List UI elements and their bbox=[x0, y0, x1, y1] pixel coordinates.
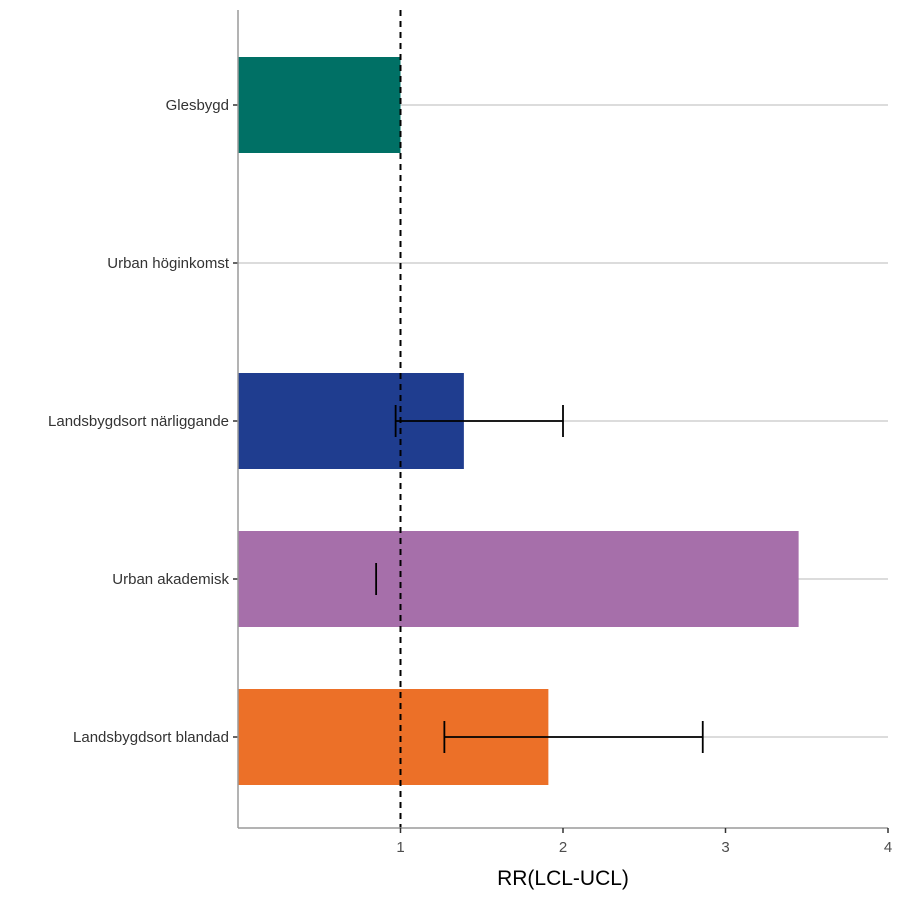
x-axis-title: RR(LCL-UCL) bbox=[497, 867, 629, 890]
category-label: Glesbygd bbox=[166, 97, 229, 114]
bar bbox=[238, 531, 799, 627]
x-tick-label: 3 bbox=[721, 839, 729, 856]
bar bbox=[238, 57, 401, 153]
error-bars bbox=[375, 405, 704, 753]
x-tick-label: 4 bbox=[884, 839, 892, 856]
category-labels: Glesbygd Urban höginkomst Landsbygdsort nä… bbox=[48, 97, 230, 746]
x-tick-label: 1 bbox=[396, 839, 404, 856]
category-label: Landsbygdsort närliggande bbox=[48, 413, 229, 430]
axes bbox=[233, 10, 889, 833]
x-tick-labels: 1 2 3 4 bbox=[396, 839, 892, 856]
category-label: Landsbygdsort blandad bbox=[73, 729, 229, 746]
category-label: Urban akademisk bbox=[112, 571, 229, 588]
category-label: Urban höginkomst bbox=[107, 255, 230, 272]
x-tick-label: 2 bbox=[559, 839, 567, 856]
